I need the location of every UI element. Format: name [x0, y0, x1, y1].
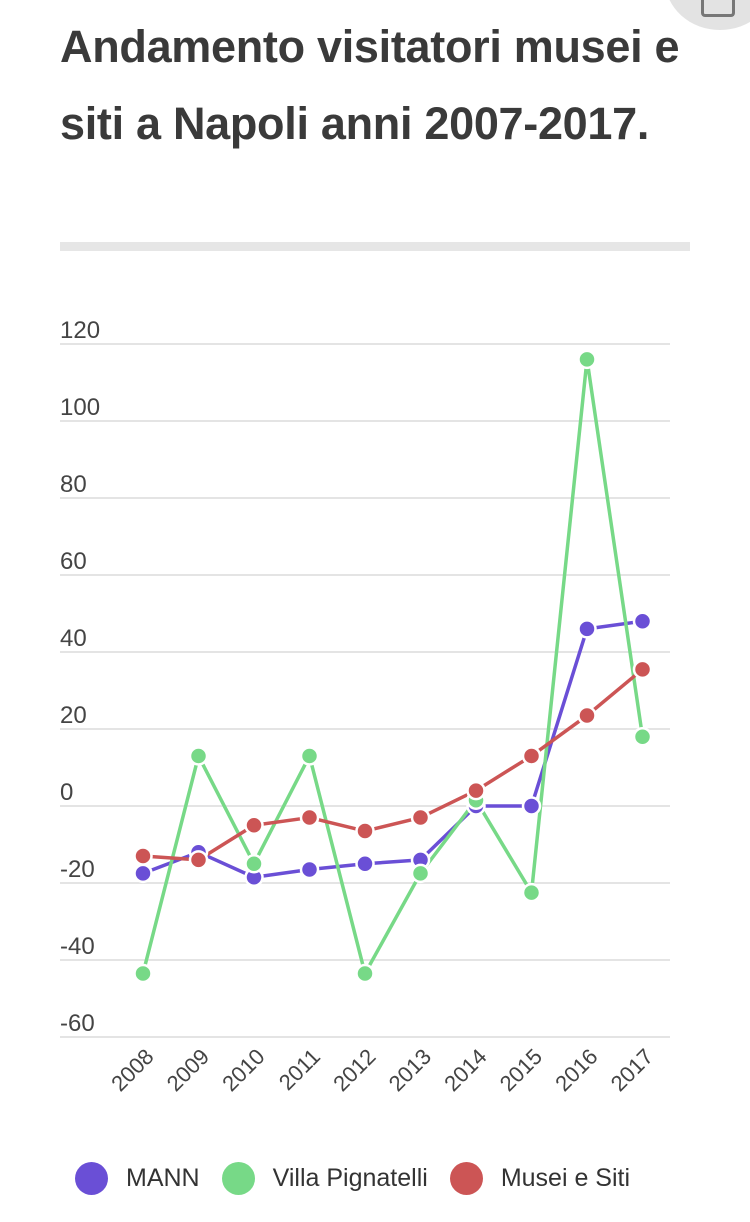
data-point — [355, 821, 375, 841]
data-point — [188, 746, 209, 766]
y-tick-label: 60 — [60, 548, 87, 575]
data-point — [299, 859, 320, 880]
legend-item[interactable]: MANN — [75, 1161, 200, 1195]
legend-swatch — [449, 1161, 483, 1195]
data-point — [632, 659, 653, 680]
data-point — [355, 854, 375, 874]
y-tick-label: 100 — [60, 394, 100, 421]
data-point — [410, 807, 431, 828]
data-point — [521, 746, 542, 766]
x-tick-label: 2015 — [495, 1044, 547, 1096]
chart-title: Andamento visitatori musei e siti a Napo… — [60, 21, 680, 149]
data-point — [244, 815, 264, 835]
line-chart: 120 100 80 60 40 20 0 -20 -40 -60 2008 2009 2010 2011… — [60, 317, 670, 1096]
legend: MANN Villa Pignatelli Musei e Siti — [75, 1158, 652, 1198]
legend-item[interactable]: Musei e Siti — [449, 1161, 631, 1195]
legend-swatch — [221, 1161, 255, 1195]
data-point — [577, 619, 597, 639]
data-point — [299, 807, 320, 828]
series-line — [142, 667, 644, 862]
data-point — [133, 846, 153, 866]
x-tick-label: 2014 — [439, 1044, 491, 1096]
y-tick-label: 0 — [60, 779, 73, 806]
series-line — [142, 619, 643, 879]
x-tick-label: 2008 — [106, 1044, 158, 1096]
legend-label: MANN — [126, 1163, 200, 1192]
x-tick-label: 2011 — [274, 1044, 325, 1095]
series-line — [141, 357, 645, 976]
legend-item[interactable]: Villa Pignatelli — [221, 1161, 428, 1195]
y-tick-label: 20 — [60, 702, 87, 729]
data-point — [355, 963, 375, 984]
data-point — [521, 882, 542, 903]
y-tick-label: -40 — [60, 933, 95, 960]
data-point — [244, 854, 264, 874]
y-tick-label: 80 — [60, 471, 87, 498]
x-tick-label: 2010 — [217, 1044, 269, 1096]
tray-icon — [701, 0, 735, 17]
divider — [60, 242, 690, 251]
y-tick-label: 40 — [60, 625, 87, 652]
legend-swatch — [75, 1161, 108, 1195]
x-tick-label: 2009 — [162, 1044, 214, 1096]
data-point — [632, 611, 653, 631]
x-tick-label: 2017 — [606, 1044, 658, 1096]
data-point — [521, 796, 542, 816]
data-point — [133, 863, 153, 884]
data-point — [466, 780, 486, 801]
data-point — [188, 850, 209, 870]
x-tick-label: 2012 — [328, 1044, 380, 1096]
y-tick-label: -60 — [60, 1010, 95, 1037]
data-point — [133, 963, 153, 984]
legend-label: Musei e Siti — [500, 1163, 631, 1192]
data-point — [577, 349, 597, 370]
x-tick-label: 2016 — [550, 1044, 602, 1096]
data-point — [299, 746, 320, 766]
x-tick-label: 2013 — [384, 1044, 436, 1096]
y-tick-label: -20 — [60, 856, 95, 883]
data-point — [577, 705, 597, 726]
legend-label: Villa Pignatelli — [272, 1163, 428, 1192]
y-tick-label: 120 — [60, 317, 100, 344]
data-point — [410, 863, 431, 884]
data-point — [632, 726, 653, 747]
